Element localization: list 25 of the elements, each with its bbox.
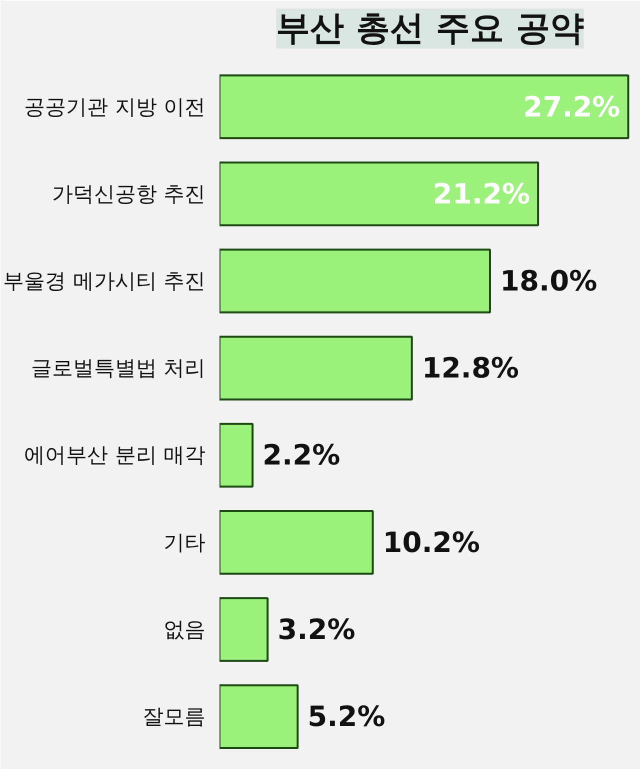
data-label: 5.2%: [308, 700, 386, 734]
bar: [220, 510, 374, 575]
data-label: 2.2%: [262, 438, 340, 472]
y-tick-label: 공공기관 지방 이전: [24, 94, 206, 119]
data-label: 3.2%: [278, 612, 356, 646]
data-label: 10.2%: [382, 526, 480, 559]
bar: [220, 162, 540, 226]
bar: [220, 597, 269, 662]
bar: [220, 248, 491, 314]
y-tick-label: 에어부산 분리 매각: [24, 443, 206, 468]
y-tick-label: 부울경 메가시티 추진: [3, 269, 206, 294]
bar: [220, 74, 630, 140]
data-label: 27.2%: [523, 90, 620, 124]
data-label: 18.0%: [500, 264, 598, 298]
bar: [220, 336, 413, 400]
y-tick-label: 기타: [164, 530, 206, 554]
y-tick-label: 잘모름: [142, 704, 206, 729]
bar: [220, 684, 299, 749]
chart-title: 부산 총선 주요 공약: [276, 8, 584, 48]
data-label: 12.8%: [422, 352, 519, 385]
y-tick-label: 없음: [164, 617, 206, 642]
data-label: 21.2%: [432, 177, 530, 210]
y-tick-label: 글로벌특별법 처리: [30, 356, 206, 380]
bar: [220, 422, 254, 488]
y-tick-label: 가덕신공항 추진: [52, 182, 206, 206]
